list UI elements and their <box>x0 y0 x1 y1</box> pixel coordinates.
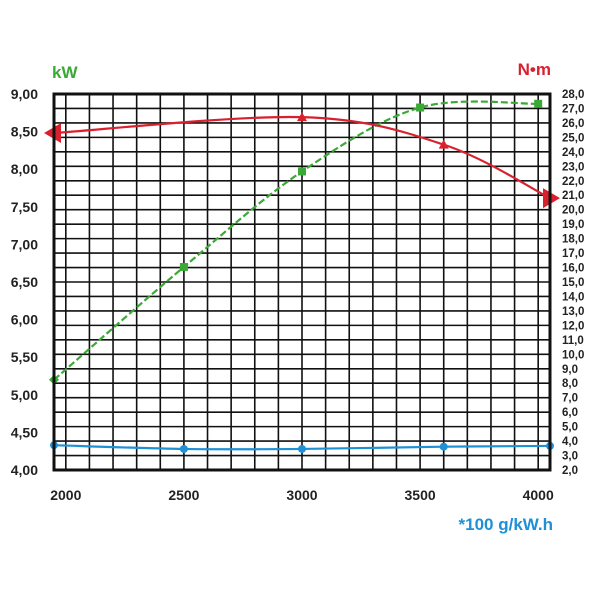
grid <box>54 94 550 470</box>
x-tick-label: 2000 <box>50 487 81 503</box>
power-line <box>53 100 539 381</box>
left-tick-label: 5,50 <box>11 349 38 365</box>
right-tick-label: 7,0 <box>562 393 578 405</box>
x-tick-label: 3000 <box>286 487 317 503</box>
torque-point <box>297 112 307 122</box>
left-tick-label: 9,00 <box>11 86 38 102</box>
plot-frame <box>52 92 552 472</box>
power-point <box>298 167 306 176</box>
left-tick-label: 7,00 <box>11 236 38 252</box>
right-tick-label: 3,0 <box>562 451 578 463</box>
x-tick-label: 2500 <box>168 487 199 503</box>
right-tick-label: 24,0 <box>562 147 584 159</box>
x-axis-ticks: 2000 2500 3000 3500 4000 <box>50 487 554 503</box>
right-tick-label: 26,0 <box>562 118 584 130</box>
torque-line <box>53 115 551 200</box>
right-tick-label: 5,0 <box>562 422 578 434</box>
right-axis-ticks: 2,0 3,0 4,0 5,0 6,0 7,0 8,0 9,0 10,0 11,0 12,0 13,0… <box>562 89 584 477</box>
left-tick-label: 7,50 <box>11 199 38 215</box>
left-tick-label: 6,50 <box>11 274 38 290</box>
power-point <box>534 99 543 108</box>
right-tick-label: 15,0 <box>562 277 584 289</box>
x-tick-label: 4000 <box>523 487 554 503</box>
right-tick-label: 19,0 <box>562 219 584 231</box>
left-axis-unit: kW <box>52 63 78 82</box>
left-axis-ticks: 4,00 4,50 5,00 5,50 6,00 6,50 7,00 7,50 8,00 8,50… <box>11 86 38 478</box>
left-tick-label: 8,50 <box>11 124 38 140</box>
right-tick-label: 4,0 <box>562 436 578 448</box>
left-tick-label: 4,00 <box>11 462 38 478</box>
right-tick-label: 27,0 <box>562 103 584 115</box>
right-tick-label: 23,0 <box>562 161 584 173</box>
right-tick-label: 28,0 <box>562 89 584 101</box>
consumption-point <box>298 444 306 453</box>
power-point <box>416 103 425 112</box>
right-tick-label: 20,0 <box>562 205 584 217</box>
left-tick-label: 4,50 <box>11 424 38 440</box>
consumption-axis-unit: *100 g/kW.h <box>459 515 553 534</box>
right-tick-label: 22,0 <box>562 176 584 188</box>
right-tick-label: 10,0 <box>562 349 584 361</box>
right-tick-label: 13,0 <box>562 306 584 318</box>
power-point <box>179 262 188 271</box>
right-tick-label: 25,0 <box>562 132 584 144</box>
right-tick-label: 9,0 <box>562 364 578 376</box>
left-tick-label: 6,00 <box>11 312 38 328</box>
right-tick-label: 8,0 <box>562 378 578 390</box>
torque-point <box>438 139 449 149</box>
right-tick-label: 17,0 <box>562 248 584 260</box>
right-tick-label: 21,0 <box>562 190 584 202</box>
consumption-point <box>439 442 448 451</box>
consumption-point <box>179 444 188 453</box>
right-axis-unit: N•m <box>518 60 551 79</box>
right-tick-label: 12,0 <box>562 320 584 332</box>
right-tick-label: 18,0 <box>562 234 584 246</box>
right-tick-label: 11,0 <box>562 335 584 347</box>
right-tick-label: 2,0 <box>562 465 578 477</box>
right-tick-label: 6,0 <box>562 407 578 419</box>
right-tick-label: 14,0 <box>562 291 584 303</box>
right-tick-label: 16,0 <box>562 263 584 275</box>
x-tick-label: 3500 <box>405 487 436 503</box>
left-tick-label: 5,00 <box>11 387 38 403</box>
series-layer <box>44 99 560 453</box>
left-tick-label: 8,00 <box>11 161 38 177</box>
